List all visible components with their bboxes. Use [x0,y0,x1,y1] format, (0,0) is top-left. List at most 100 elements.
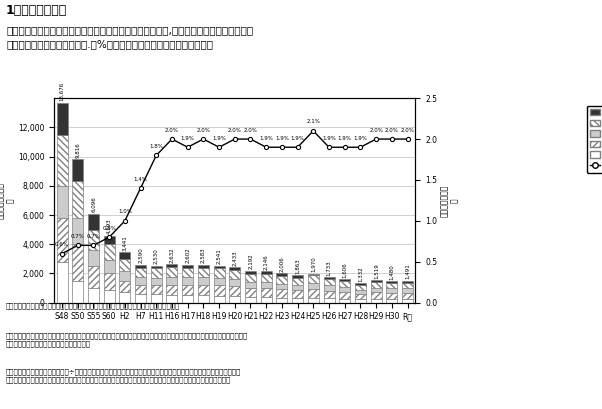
Bar [182,267,193,277]
Bar [135,285,146,294]
Text: 2.0%: 2.0% [244,128,258,133]
Bar [261,282,272,288]
Text: 0.7%: 0.7% [87,234,101,239]
Bar [371,292,382,299]
Text: 2,146: 2,146 [264,254,268,270]
Text: 9,816: 9,816 [75,142,80,158]
Bar [88,250,99,266]
Bar [261,288,272,297]
Bar [261,274,272,282]
Bar [150,266,162,268]
Bar [57,135,67,186]
Bar [355,290,366,294]
Bar [386,292,397,299]
Bar [198,285,209,295]
Bar [339,292,350,299]
Text: 2,590: 2,590 [138,247,143,263]
Bar [198,265,209,268]
Text: 0.8%: 0.8% [102,226,116,231]
Bar [182,295,193,303]
Text: 1.9%: 1.9% [181,136,194,141]
Bar [323,277,335,279]
Bar [150,294,162,303]
Bar [104,260,114,274]
Text: 1.9%: 1.9% [212,136,226,141]
Bar [339,299,350,303]
Bar [57,186,67,218]
Bar [386,299,397,303]
Bar [292,285,303,290]
Text: 令和元年における畜産経営に起因する苦情発生戸数は１,４９１戸で、前年に比べ１１
戸増加した。苦情発生率は２.０%で、近年概ね横ばいで推移している。: 令和元年における畜産経営に起因する苦情発生戸数は１,４９１戸で、前年に比べ１１ … [6,25,253,49]
Text: 0.6%: 0.6% [55,242,69,247]
Bar [88,213,99,229]
Text: 1．苦情発生戸数: 1．苦情発生戸数 [6,4,67,18]
Text: 2,006: 2,006 [279,256,284,272]
Text: 2.0%: 2.0% [165,128,179,133]
Bar [88,266,99,288]
Bar [72,182,83,218]
Bar [229,286,240,297]
Bar [276,273,287,276]
Bar [119,281,131,292]
Bar [104,274,114,290]
Bar [88,288,99,303]
Bar [119,270,131,281]
Legend: その他(馬を含む), 肉用牛, 乳用牛, 鶏(採卵鶏・ブロイラー), 豚, 苦情発生率: その他(馬を含む), 肉用牛, 乳用牛, 鶏(採卵鶏・ブロイラー), 豚, 苦情… [586,106,602,173]
Bar [355,285,366,290]
Bar [323,299,335,303]
Bar [167,277,178,285]
Bar [276,283,287,289]
Text: 1.9%: 1.9% [259,136,273,141]
Bar [119,259,131,270]
Text: 3,441: 3,441 [122,235,128,251]
Text: 1.9%: 1.9% [291,136,305,141]
Bar [214,296,225,303]
Text: 1.9%: 1.9% [353,136,367,141]
Bar [402,281,413,283]
Text: 1,480: 1,480 [389,264,394,280]
Bar [88,229,99,250]
Bar [355,299,366,303]
Bar [308,298,319,303]
Bar [292,275,303,278]
Bar [292,290,303,298]
Bar [57,262,67,303]
Text: 2,583: 2,583 [201,248,206,263]
Bar [245,288,256,297]
Bar [135,294,146,303]
Bar [245,297,256,303]
Bar [261,297,272,303]
Bar [323,285,335,291]
Bar [308,283,319,289]
Text: 1,970: 1,970 [311,257,316,272]
Bar [198,268,209,277]
Bar [229,297,240,303]
Bar [245,282,256,288]
Text: 2,602: 2,602 [185,247,190,263]
Bar [355,283,366,285]
Bar [182,277,193,285]
Bar [402,299,413,303]
Bar [167,295,178,303]
Text: 2,433: 2,433 [232,250,237,266]
Bar [150,268,162,278]
Text: 1,519: 1,519 [374,263,379,279]
Text: 注２：同一経営体に苦情が複数寄せられた場合、苦情の内容が同じ場合は１戸として計上しているが、異なる種類の苦情があっ
　　た場合は複数戸として計上されている。: 注２：同一経営体に苦情が複数寄せられた場合、苦情の内容が同じ場合は１戸として計上… [6,333,248,347]
Bar [135,277,146,285]
Text: 2.0%: 2.0% [385,128,399,133]
Text: 2,530: 2,530 [154,249,159,264]
Bar [167,264,178,267]
Text: 1.9%: 1.9% [338,136,352,141]
Text: 6,096: 6,096 [91,196,96,212]
Bar [386,281,397,283]
Bar [339,279,350,281]
Bar [229,270,240,279]
Bar [371,281,382,282]
Text: 2.0%: 2.0% [196,128,210,133]
Bar [276,298,287,303]
Bar [276,276,287,283]
Bar [150,278,162,285]
Bar [135,265,146,267]
Bar [72,159,83,182]
Text: 1.9%: 1.9% [322,136,336,141]
